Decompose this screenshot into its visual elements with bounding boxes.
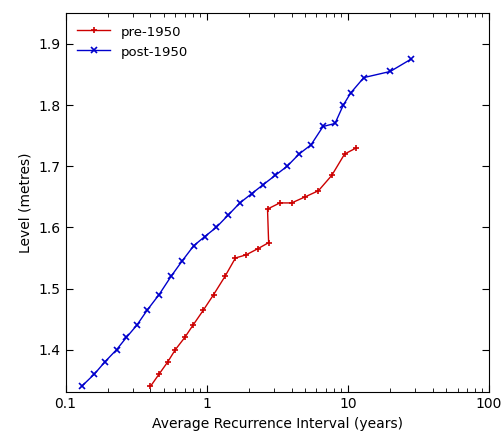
post-1950 bbox=[387, 69, 393, 74]
X-axis label: Average Recurrence Interval (years): Average Recurrence Interval (years) bbox=[152, 417, 403, 431]
pre-1950 bbox=[265, 206, 271, 212]
post-1950 bbox=[202, 234, 208, 239]
post-1950 bbox=[102, 359, 108, 364]
post-1950 bbox=[248, 191, 255, 196]
pre-1950 bbox=[243, 252, 249, 258]
post-1950 bbox=[213, 225, 219, 230]
post-1950 bbox=[91, 372, 97, 377]
post-1950 bbox=[408, 57, 414, 62]
post-1950 bbox=[113, 347, 119, 352]
post-1950 bbox=[308, 142, 314, 148]
post-1950 bbox=[348, 90, 354, 95]
post-1950 bbox=[260, 182, 266, 187]
post-1950 bbox=[191, 243, 197, 248]
post-1950 bbox=[123, 335, 130, 340]
pre-1950 bbox=[222, 274, 228, 279]
post-1950 bbox=[284, 164, 290, 169]
post-1950 bbox=[332, 121, 338, 126]
post-1950 bbox=[340, 103, 346, 108]
pre-1950 bbox=[232, 255, 238, 260]
Y-axis label: Level (metres): Level (metres) bbox=[19, 153, 33, 253]
Line: post-1950: post-1950 bbox=[78, 56, 414, 390]
pre-1950 bbox=[342, 151, 348, 157]
pre-1950 bbox=[353, 145, 359, 151]
Line: pre-1950: pre-1950 bbox=[147, 145, 360, 390]
pre-1950 bbox=[182, 335, 188, 340]
post-1950 bbox=[296, 151, 302, 157]
pre-1950 bbox=[289, 200, 295, 206]
pre-1950 bbox=[190, 322, 196, 328]
pre-1950 bbox=[148, 384, 154, 389]
pre-1950 bbox=[277, 200, 283, 206]
post-1950 bbox=[320, 124, 326, 129]
post-1950 bbox=[179, 258, 185, 264]
pre-1950 bbox=[211, 292, 217, 297]
post-1950 bbox=[361, 75, 367, 80]
pre-1950 bbox=[156, 372, 162, 377]
pre-1950 bbox=[266, 240, 272, 245]
Legend: pre-1950, post-1950: pre-1950, post-1950 bbox=[72, 20, 194, 64]
post-1950 bbox=[79, 384, 85, 389]
pre-1950 bbox=[329, 173, 335, 178]
pre-1950 bbox=[165, 359, 171, 364]
post-1950 bbox=[272, 173, 278, 178]
pre-1950 bbox=[316, 188, 322, 194]
pre-1950 bbox=[172, 347, 178, 352]
post-1950 bbox=[134, 322, 140, 328]
pre-1950 bbox=[302, 194, 308, 199]
post-1950 bbox=[225, 212, 231, 218]
post-1950 bbox=[144, 307, 150, 313]
pre-1950 bbox=[255, 246, 261, 252]
post-1950 bbox=[168, 274, 174, 279]
pre-1950 bbox=[201, 307, 207, 313]
post-1950 bbox=[156, 292, 162, 297]
post-1950 bbox=[237, 200, 243, 206]
